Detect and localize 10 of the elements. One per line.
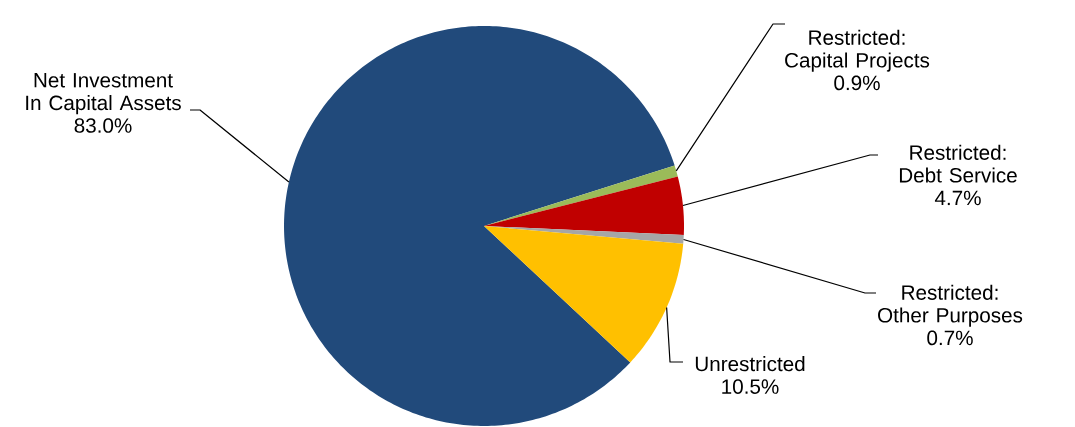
slice-label: Restricted: Capital Projects [785, 29, 930, 72]
slice-label: Restricted: Debt Service [899, 144, 1017, 183]
slice-label: Restricted: Other Purposes [878, 284, 1023, 327]
data-label: 0.9% [834, 75, 880, 91]
data-label: 10.5% [722, 379, 779, 394]
data-label: 4.7% [934, 190, 981, 206]
slice-label: Net Investment In Capital Assets [26, 73, 181, 115]
slice-label: Unrestricted [695, 356, 805, 372]
data-label: 83.0% [74, 118, 132, 133]
data-label: 0.7% [927, 330, 973, 346]
